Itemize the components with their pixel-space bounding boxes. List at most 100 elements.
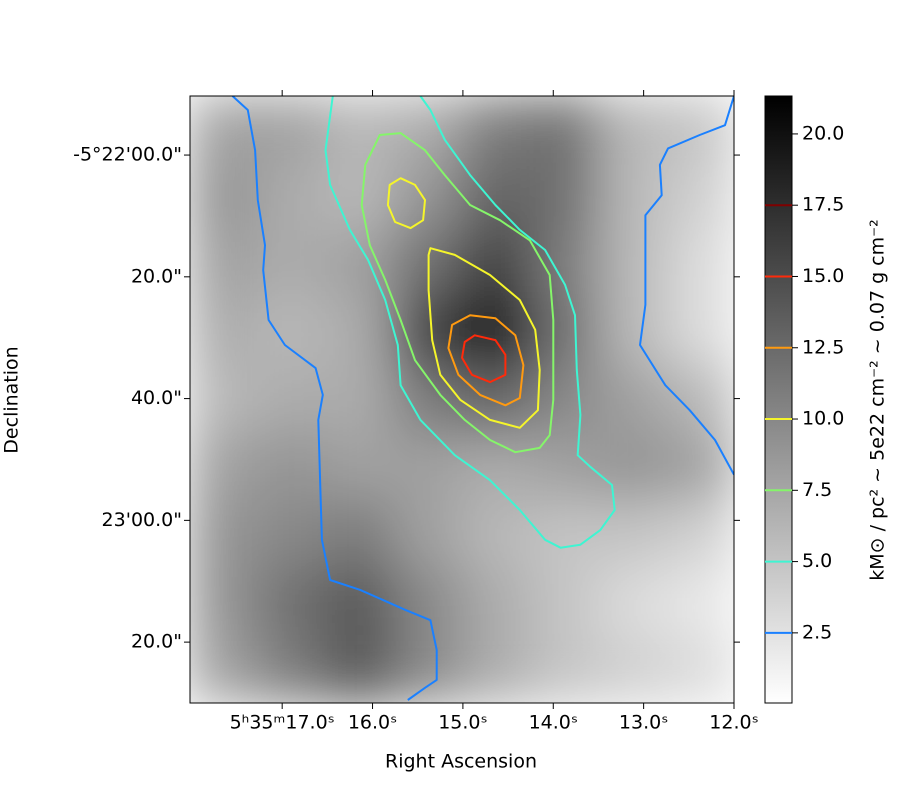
image-layer xyxy=(190,96,734,703)
image-cell xyxy=(325,365,395,434)
colorbar-tick-label: 12.5 xyxy=(802,336,844,358)
y-tick-label: 23'00.0" xyxy=(102,509,182,531)
image-cell xyxy=(257,297,327,367)
image-cell xyxy=(529,162,599,232)
image-cell xyxy=(665,567,734,637)
image-cell xyxy=(529,96,599,164)
colorbar-tick-label: 17.5 xyxy=(802,194,844,216)
image-cell xyxy=(257,96,327,164)
image-cells xyxy=(190,96,734,703)
x-tick-label: 16.0ˢ xyxy=(348,712,397,734)
image-cell xyxy=(665,297,734,367)
contour-line xyxy=(427,247,541,429)
x-tick-label: 13.0ˢ xyxy=(619,712,668,734)
colorbar-tick-label: 15.0 xyxy=(802,265,844,287)
image-cell xyxy=(461,500,531,569)
image-cell xyxy=(393,567,463,637)
contour-line xyxy=(447,314,525,407)
image-cell xyxy=(597,297,667,367)
image-cell xyxy=(461,162,531,232)
image-cell xyxy=(461,635,531,703)
colorbar-tick-label: 5.0 xyxy=(802,550,832,572)
image-cell xyxy=(190,230,259,299)
contour-line xyxy=(324,96,616,549)
image-cell xyxy=(257,365,327,434)
image-cell xyxy=(190,297,259,367)
x-axis-label: Right Ascension xyxy=(385,751,537,773)
image-cell xyxy=(257,432,327,502)
image-cell xyxy=(190,162,259,232)
y-tick-label: 40.0" xyxy=(131,387,182,409)
image-cell xyxy=(665,432,734,502)
contour-line xyxy=(461,334,507,384)
image-cell xyxy=(529,230,599,299)
colorbar-tick-label: 10.0 xyxy=(802,408,844,430)
image-cell xyxy=(325,297,395,367)
image-cell xyxy=(190,567,259,637)
image-cell xyxy=(393,162,463,232)
image-cell xyxy=(393,432,463,502)
image-cell xyxy=(325,162,395,232)
image-cell xyxy=(597,365,667,434)
contour-layer xyxy=(231,96,734,701)
x-tick-label: 5ʰ35ᵐ17.0ˢ xyxy=(230,712,335,734)
colorbar-tick-label: 2.5 xyxy=(802,621,832,643)
image-cell xyxy=(665,500,734,569)
image-cell xyxy=(665,230,734,299)
image-cell xyxy=(597,635,667,703)
image-cell xyxy=(461,96,531,164)
image-cell xyxy=(190,96,259,164)
colorbar-tick-label: 7.5 xyxy=(802,479,832,501)
image-cell xyxy=(461,567,531,637)
image-cell xyxy=(529,297,599,367)
image-cell xyxy=(597,96,667,164)
image-cell xyxy=(529,635,599,703)
x-tick-label: 12.0ˢ xyxy=(709,712,758,734)
image-cell xyxy=(597,230,667,299)
contour-line xyxy=(639,96,734,476)
image-cell xyxy=(597,432,667,502)
image-cell xyxy=(257,567,327,637)
contour-line xyxy=(386,177,426,230)
image-cell xyxy=(529,365,599,434)
image-cell xyxy=(325,230,395,299)
image-cell xyxy=(325,567,395,637)
image-cell xyxy=(325,635,395,703)
contour-line xyxy=(360,132,555,454)
image-cell xyxy=(325,432,395,502)
x-tick-label: 15.0ˢ xyxy=(438,712,487,734)
image-cell xyxy=(190,432,259,502)
image-cell xyxy=(190,500,259,569)
y-tick-label: 20.0" xyxy=(131,265,182,287)
image-cell xyxy=(461,297,531,367)
image-cell xyxy=(597,500,667,569)
image-cell xyxy=(257,500,327,569)
image-cell xyxy=(529,567,599,637)
contour-line xyxy=(231,96,438,701)
image-cell xyxy=(393,500,463,569)
image-cell xyxy=(257,635,327,703)
image-cell xyxy=(257,162,327,232)
image-cell xyxy=(257,230,327,299)
x-tick-label: 14.0ˢ xyxy=(529,712,578,734)
image-cell xyxy=(325,96,395,164)
axes-frame xyxy=(189,95,735,704)
colorbar-label: kM⊙ / pc² ~ 5e22 cm⁻² ~ 0.07 g cm⁻² xyxy=(867,219,889,581)
y-axis-label: Declination xyxy=(1,346,23,453)
image-cell xyxy=(665,635,734,703)
y-tick-label: 20.0" xyxy=(131,631,182,653)
image-cell xyxy=(190,365,259,434)
image-cell xyxy=(597,567,667,637)
image-cell xyxy=(393,365,463,434)
image-cell xyxy=(597,162,667,232)
y-tick-label: -5°22'00.0" xyxy=(73,144,182,166)
colorbar-tick-label: 20.0 xyxy=(802,122,844,144)
image-cell xyxy=(325,500,395,569)
image-cell xyxy=(665,162,734,232)
colorbar xyxy=(764,95,793,704)
image-cell xyxy=(529,432,599,502)
image-cell xyxy=(393,635,463,703)
image-cell xyxy=(190,635,259,703)
